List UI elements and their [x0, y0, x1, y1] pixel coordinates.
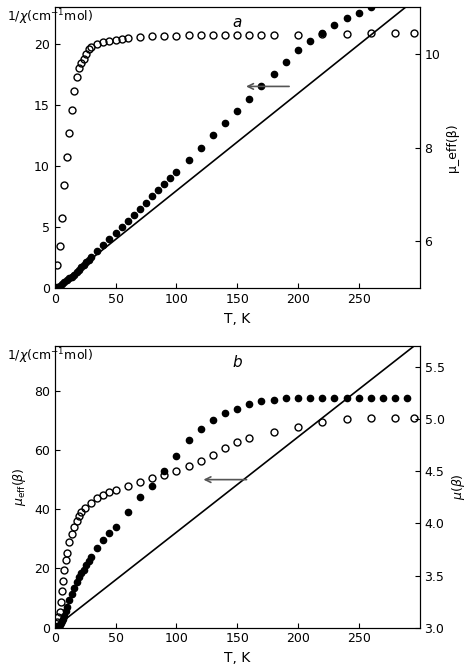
Text: a: a — [232, 15, 242, 30]
Y-axis label: μ_eff(β): μ_eff(β) — [446, 123, 459, 172]
Y-axis label: $\mu_\mathregular{eff}$($\beta$): $\mu_\mathregular{eff}$($\beta$) — [11, 468, 28, 507]
Text: b: b — [232, 355, 242, 370]
X-axis label: T, K: T, K — [224, 651, 250, 665]
Text: 1/$\chi$(cm$^{-1}$mol): 1/$\chi$(cm$^{-1}$mol) — [7, 7, 93, 27]
Text: 1/$\chi$(cm$^{-1}$mol): 1/$\chi$(cm$^{-1}$mol) — [7, 347, 93, 366]
X-axis label: T, K: T, K — [224, 312, 250, 325]
Y-axis label: $\mu$($\beta$): $\mu$($\beta$) — [450, 474, 467, 501]
